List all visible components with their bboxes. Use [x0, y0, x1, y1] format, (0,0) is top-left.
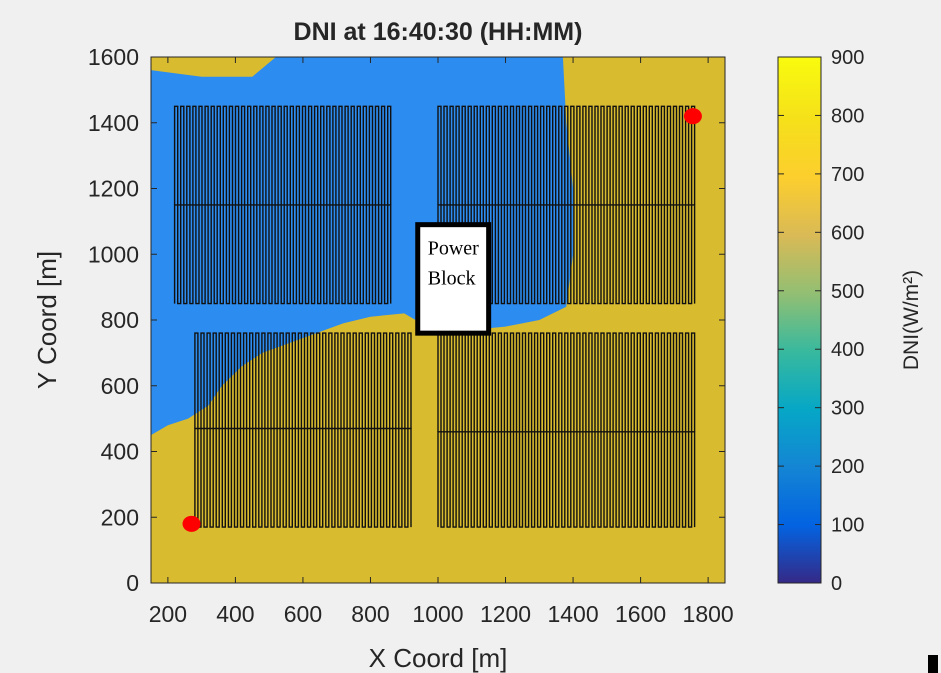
plot-area	[151, 57, 725, 583]
y-tick-label-400: 400	[101, 439, 139, 465]
y-tick-label-200: 200	[101, 504, 139, 530]
colorbar-tick-label-800: 800	[831, 105, 864, 127]
colorbar-tick-label-500: 500	[831, 281, 864, 303]
y-tick-label-1000: 1000	[88, 241, 139, 267]
x-tick-label-1600: 1600	[615, 601, 666, 627]
y-tick-label-600: 600	[101, 373, 139, 399]
x-tick-label-1000: 1000	[412, 601, 463, 627]
y-tick-label-1600: 1600	[88, 44, 139, 70]
colorbar-tick-label-100: 100	[831, 515, 864, 537]
y-tick-label-800: 800	[101, 307, 139, 333]
chart-title: DNI at 16:40:30 (HH:MM)	[294, 18, 583, 46]
power-block-label-power: Power	[428, 238, 479, 260]
colorbar-tick-label-200: 200	[831, 456, 864, 478]
x-tick-label-800: 800	[351, 601, 389, 627]
colorbar-ticks: 0 100 200 300 400 500 600 700 800 900	[778, 47, 864, 595]
y-axis-ticks: 0 200 400 600 800 1000 1200 1400 1600	[88, 44, 725, 596]
colorbar-label: DNI(W/m²)	[900, 270, 923, 370]
loop-block-1	[173, 204, 392, 305]
y-axis-label: Y Coord [m]	[32, 251, 62, 389]
power-block-label-block: Block	[428, 268, 476, 290]
y-tick-label-1400: 1400	[88, 110, 139, 136]
colorbar-tick-label-0: 0	[831, 573, 842, 595]
x-tick-label-600: 600	[284, 601, 322, 627]
colorbar: 0 100 200 300 400 500 600 700 800 900 DNI(W/m²)	[777, 47, 923, 595]
loop-block-5	[194, 427, 412, 528]
colorbar-gradient	[777, 56, 822, 584]
x-axis-ticks: 200 400 600 800 1000 1200 1400 1600 1800	[149, 57, 734, 627]
red-marker-1	[683, 108, 702, 125]
power-block-box	[415, 222, 492, 336]
x-tick-label-1200: 1200	[480, 601, 531, 627]
colorbar-tick-label-300: 300	[831, 398, 864, 420]
y-tick-label-0: 0	[126, 570, 139, 596]
red-markers	[182, 108, 702, 532]
loop-block-2	[437, 105, 696, 206]
red-marker-0	[182, 515, 201, 532]
x-tick-label-1800: 1800	[683, 601, 734, 627]
y-tick-label-1200: 1200	[88, 176, 139, 202]
colorbar-tick-label-400: 400	[831, 339, 864, 361]
loop-block-7	[437, 431, 696, 528]
x-tick-label-1400: 1400	[547, 601, 598, 627]
solar-field-loops	[173, 105, 696, 528]
colorbar-tick-label-600: 600	[831, 222, 864, 244]
x-axis-label: X Coord [m]	[369, 643, 508, 673]
x-tick-label-200: 200	[149, 601, 187, 627]
x-tick-label-400: 400	[216, 601, 254, 627]
loop-block-6	[437, 332, 696, 433]
corner-mark	[928, 655, 938, 673]
power-block: Power Block	[415, 222, 492, 336]
colorbar-tick-label-900: 900	[831, 47, 864, 69]
colorbar-tick-label-700: 700	[831, 164, 864, 186]
